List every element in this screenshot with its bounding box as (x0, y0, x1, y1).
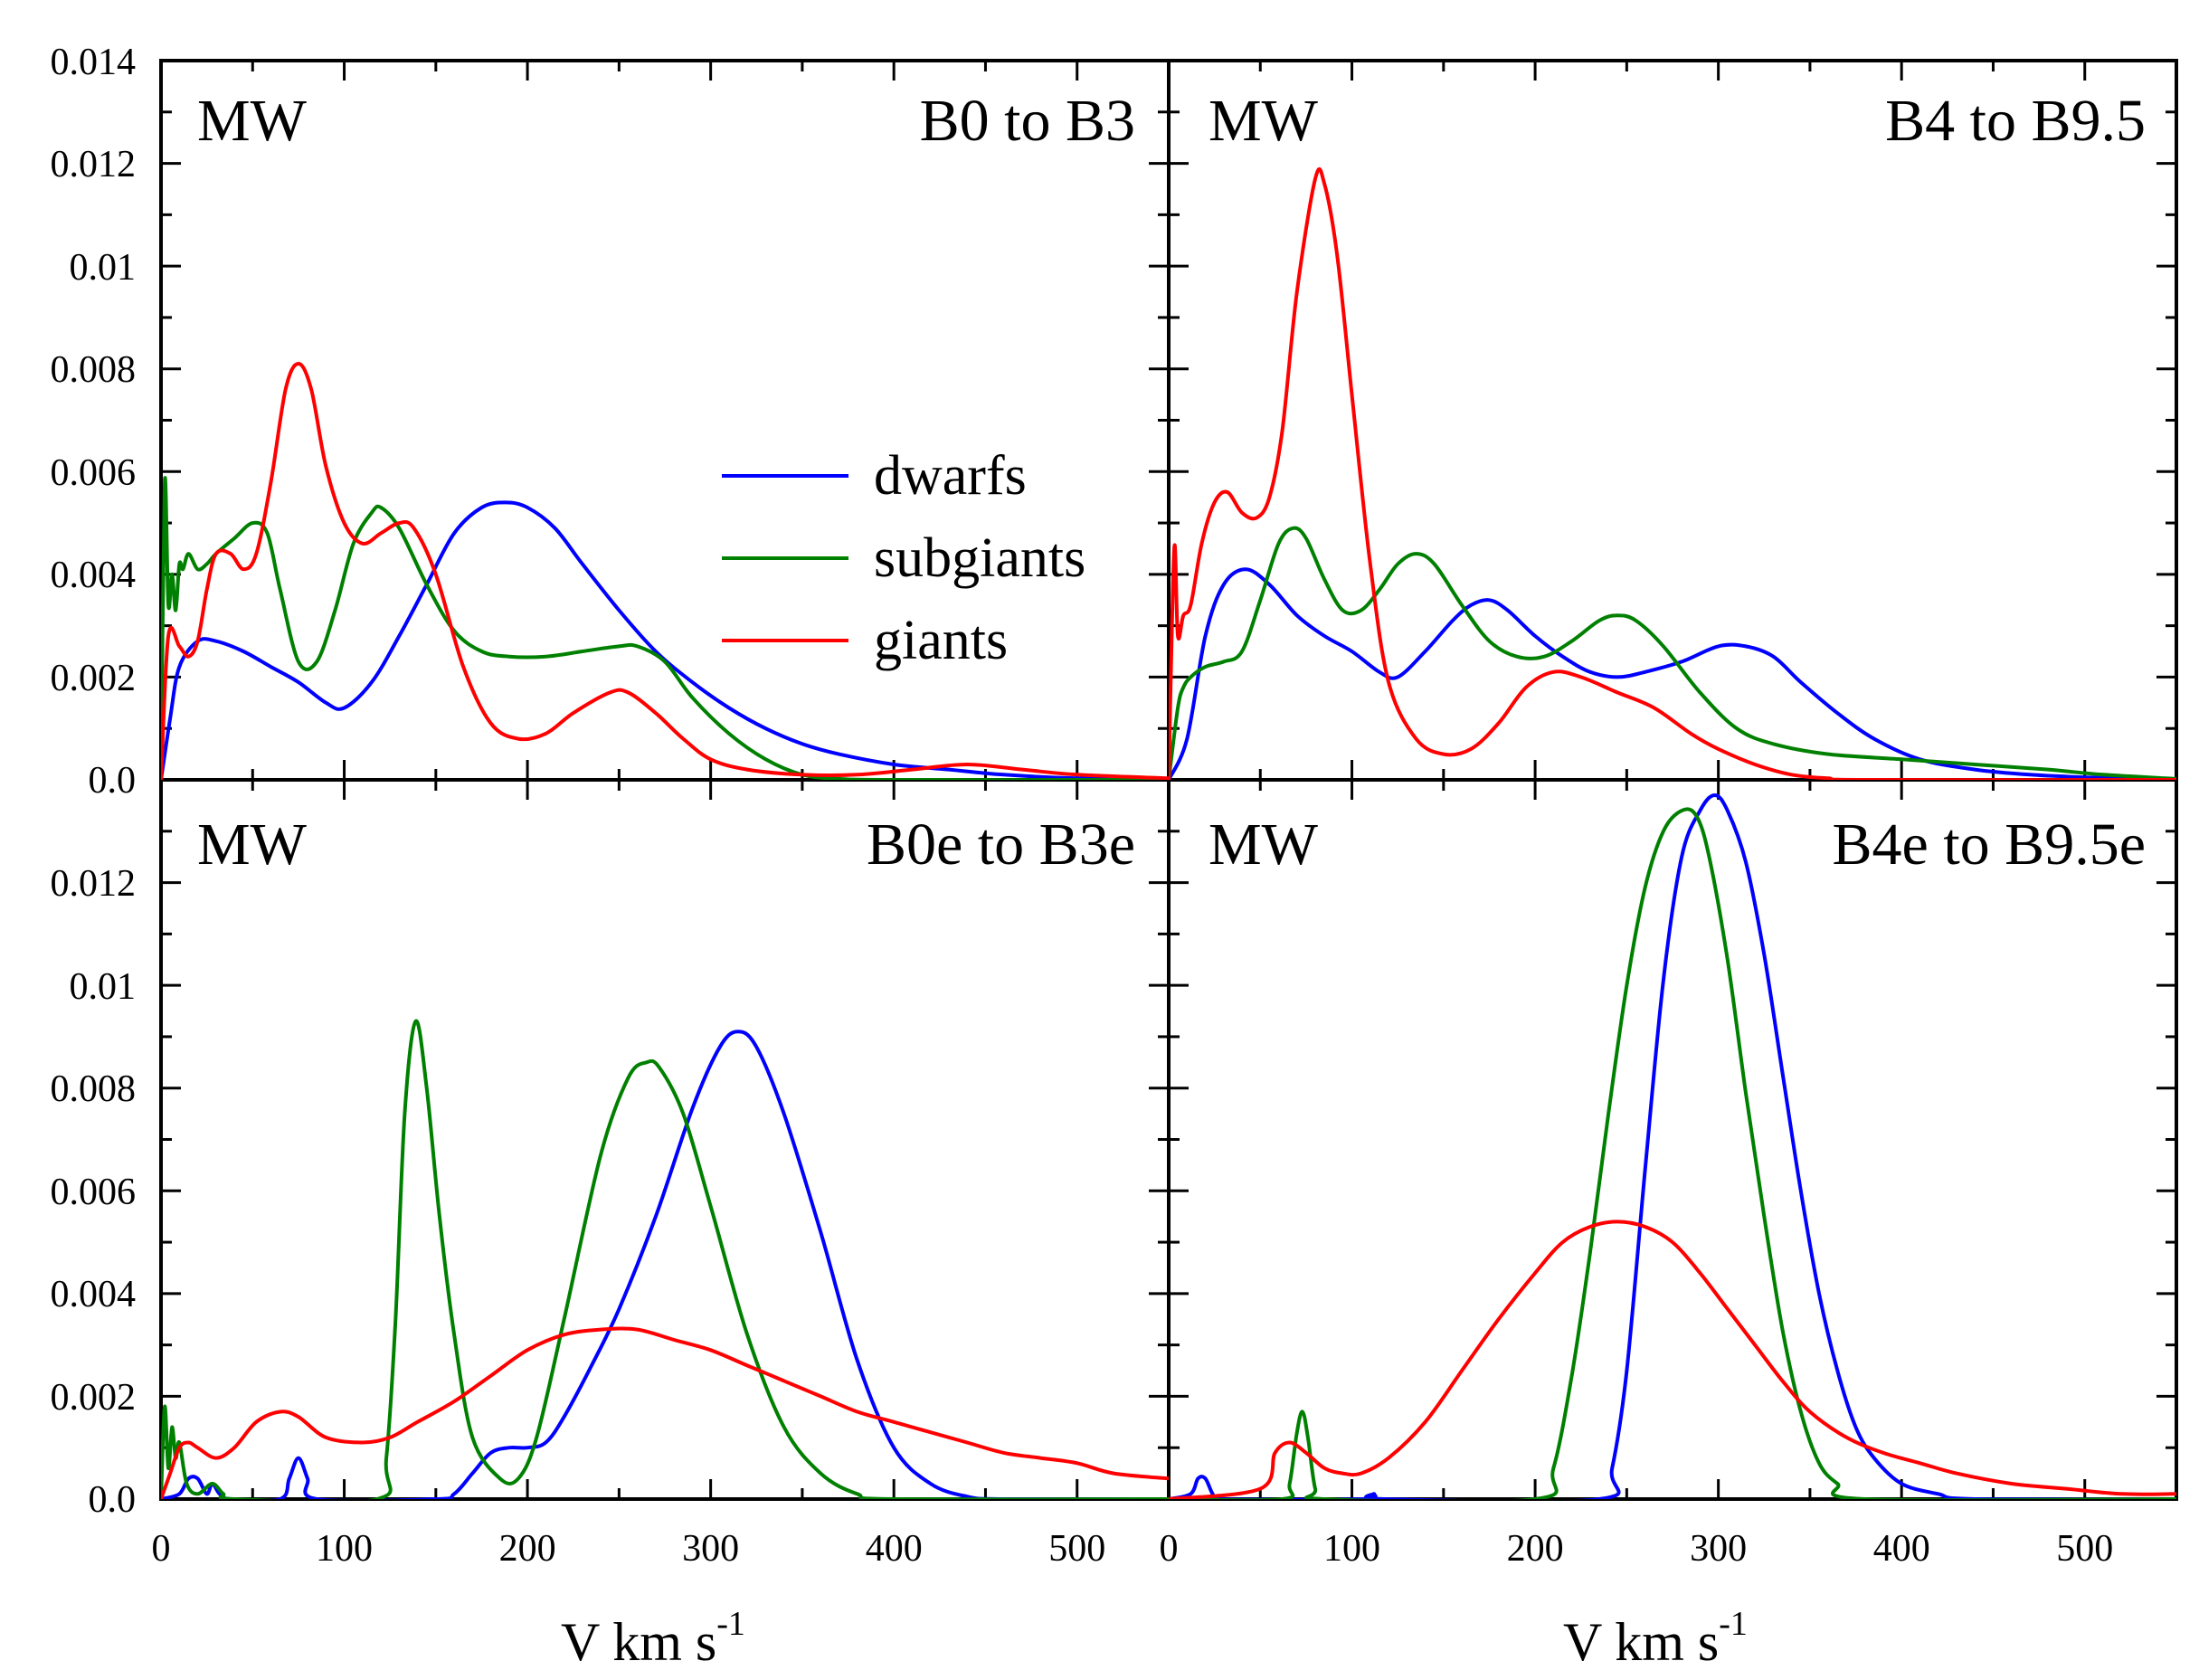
x-tick-label-left-0: 0 (152, 1528, 171, 1570)
x-axis-title-left-exponent: -1 (716, 1605, 745, 1643)
panel-frame-top-left (159, 59, 1171, 782)
series-line-dwarfs-panel-3 (1169, 793, 2176, 1499)
series-line-giants-panel-1 (1169, 166, 2176, 780)
panel-frame-bottom-right (1167, 778, 2178, 1501)
y-tick-label-top-5: 0.01 (70, 247, 137, 289)
y-tick-labels-bottom: 0.0 0.002 0.004 0.006 0.008 0.01 0.012 (51, 863, 137, 1521)
series-line-giants-panel-3 (1169, 1220, 2176, 1499)
x-tick-label-left-1: 100 (316, 1528, 373, 1570)
y-tick-label-bottom-2: 0.004 (51, 1274, 137, 1315)
series-line-subgiants-panel-1 (1169, 526, 2176, 780)
legend-label-subgiants: subgiants (874, 527, 1085, 589)
y-tick-label-bottom-6: 0.012 (51, 863, 137, 905)
panel-label-left-2: MW (197, 812, 308, 878)
y-tick-label-bottom-0: 0.0 (89, 1479, 137, 1521)
x-tick-label-left-3: 300 (682, 1528, 739, 1570)
y-tick-label-top-1: 0.002 (51, 658, 137, 699)
series-layer (161, 166, 2176, 1499)
series-line-giants-panel-2 (161, 1326, 1169, 1499)
x-axis-title-left-main: V km s (561, 1612, 716, 1672)
panel-label-left-3: MW (1209, 812, 1319, 878)
x-tick-labels-left: 0 100 200 300 400 500 (152, 1528, 1106, 1570)
y-tick-label-bottom-3: 0.006 (51, 1172, 137, 1213)
x-tick-labels-right: 0 100 200 300 400 500 (1160, 1528, 2114, 1570)
legend: dwarfs subgiants giants (722, 445, 1085, 671)
y-tick-label-bottom-1: 0.002 (51, 1377, 137, 1419)
x-axis-title-right-exponent: -1 (1719, 1605, 1748, 1643)
y-tick-label-bottom-5: 0.01 (70, 966, 137, 1008)
x-tick-label-left-5: 500 (1048, 1528, 1105, 1570)
x-tick-label-right-0: 0 (1160, 1528, 1179, 1570)
panel-label-left-1: MW (1209, 88, 1319, 154)
x-tick-label-right-2: 200 (1507, 1528, 1564, 1570)
series-line-subgiants-panel-0 (161, 476, 1169, 780)
panel-label-right-2: B0e to B3e (867, 812, 1135, 878)
panel-label-left-0: MW (197, 88, 308, 154)
series-line-dwarfs-panel-1 (1169, 567, 2176, 780)
x-axis-title-right: V km s-1 (1563, 1605, 1748, 1672)
x-tick-label-right-1: 100 (1323, 1528, 1380, 1570)
y-tick-labels-top: 0.0 0.002 0.004 0.006 0.008 0.01 0.012 0… (51, 42, 137, 802)
y-tick-label-top-2: 0.004 (51, 555, 137, 596)
legend-label-giants: giants (874, 610, 1008, 671)
panel-label-right-1: B4 to B9.5 (1885, 88, 2146, 154)
x-axis-title-left: V km s-1 (561, 1605, 745, 1672)
panel-label-right-3: B4e to B9.5e (1833, 812, 2146, 878)
y-tick-label-bottom-4: 0.008 (51, 1068, 137, 1110)
y-tick-label-top-3: 0.006 (51, 452, 137, 494)
panel-frame-bottom-left (159, 778, 1171, 1501)
series-line-dwarfs-panel-0 (161, 500, 1169, 780)
x-tick-label-left-2: 200 (499, 1528, 556, 1570)
x-axis-title-right-main: V km s (1563, 1612, 1719, 1672)
y-tick-label-top-6: 0.012 (51, 144, 137, 185)
x-tick-label-right-4: 400 (1873, 1528, 1930, 1570)
y-tick-label-top-0: 0.0 (89, 760, 137, 802)
y-tick-label-top-4: 0.008 (51, 349, 137, 391)
x-tick-label-right-3: 300 (1690, 1528, 1747, 1570)
x-tick-label-left-4: 400 (866, 1528, 923, 1570)
y-tick-label-top-7: 0.014 (51, 42, 137, 83)
panel-label-right-0: B0 to B3 (920, 88, 1135, 154)
series-line-giants-panel-0 (161, 362, 1169, 780)
x-tick-label-right-5: 500 (2056, 1528, 2113, 1570)
legend-label-dwarfs: dwarfs (874, 445, 1027, 507)
series-line-subgiants-panel-2 (161, 1019, 1169, 1499)
